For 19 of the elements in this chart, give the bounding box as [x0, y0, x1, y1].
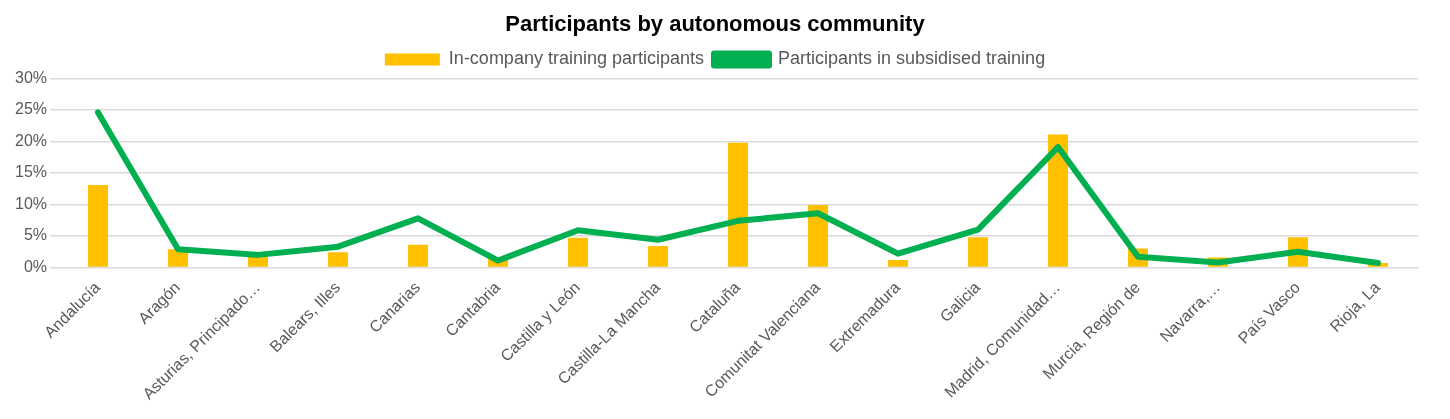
- bar: [888, 259, 909, 267]
- bar: [88, 184, 109, 267]
- bar: [408, 244, 429, 267]
- bar: [728, 142, 749, 267]
- bar: [568, 237, 589, 267]
- bar: [1048, 134, 1069, 267]
- y-tick-label: 15%: [14, 163, 48, 181]
- y-tick-label: 20%: [14, 131, 48, 149]
- legend-label: Participants in subsidised training: [777, 48, 1046, 69]
- bar: [968, 237, 989, 267]
- bar: [328, 252, 349, 267]
- y-tick-label: 5%: [23, 226, 48, 244]
- y-tick-label: 25%: [14, 100, 48, 118]
- legend-label: In-company training participants: [448, 48, 704, 69]
- y-tick-label: 30%: [14, 68, 48, 86]
- y-tick-label: 0%: [23, 257, 48, 275]
- chart-title: Participants by autonomous community: [505, 11, 926, 37]
- y-tick-label: 10%: [14, 194, 48, 212]
- bar: [648, 246, 669, 267]
